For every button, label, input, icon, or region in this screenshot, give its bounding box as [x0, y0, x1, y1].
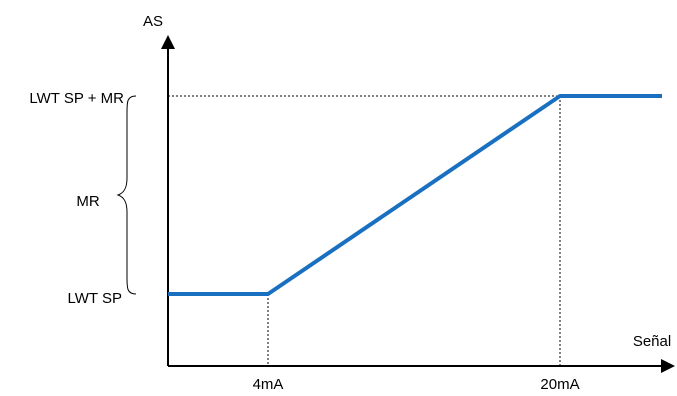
x-tick-label-4ma: 4mA — [253, 376, 284, 393]
x-axis-title: Señal — [633, 333, 671, 350]
series-line — [168, 94, 662, 296]
range-brace — [116, 95, 137, 295]
y-tick-label-bottom: LWT SP — [68, 290, 122, 307]
brace-label: MR — [76, 193, 99, 210]
y-tick-label-top: LWT SP + MR — [29, 90, 124, 107]
y-axis-title: AS — [143, 13, 163, 30]
x-tick-label-20ma: 20mA — [540, 376, 579, 393]
